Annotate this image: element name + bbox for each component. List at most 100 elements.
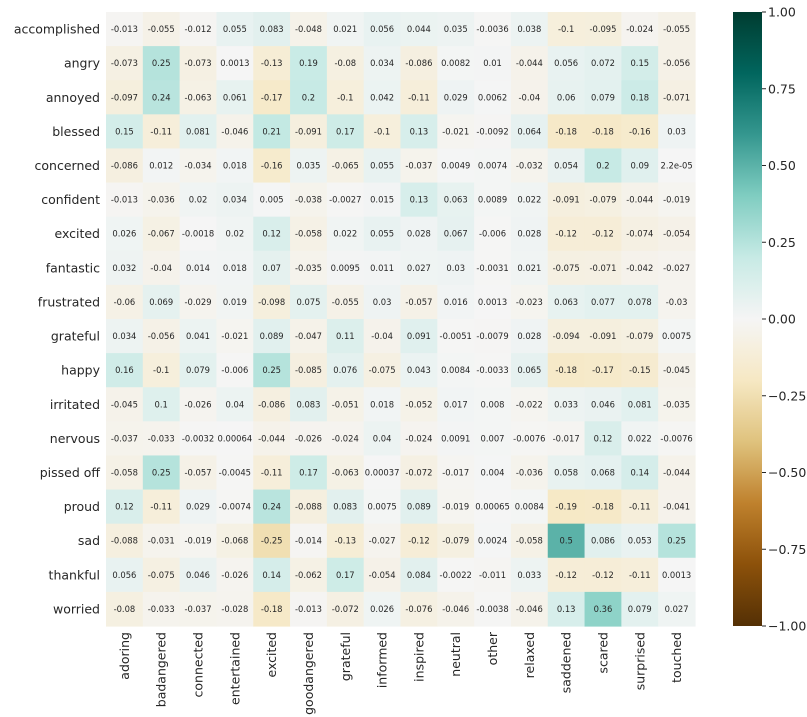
cell-annotation: -0.013 bbox=[295, 604, 322, 614]
cell-annotation: 0.0062 bbox=[478, 92, 507, 102]
heatmap-cell bbox=[547, 353, 586, 388]
heatmap-cell bbox=[290, 284, 328, 320]
heatmap-cell bbox=[621, 421, 659, 457]
heatmap-cell bbox=[437, 353, 475, 388]
column-label: informed bbox=[375, 632, 390, 688]
cell-annotation: 0.02 bbox=[226, 229, 245, 239]
heatmap-cell bbox=[658, 319, 696, 354]
heatmap-cell bbox=[106, 557, 144, 593]
heatmap-cell bbox=[510, 284, 549, 320]
heatmap-cell bbox=[658, 353, 696, 388]
cell-annotation: -0.027 bbox=[663, 263, 690, 273]
heatmap-cell bbox=[400, 250, 438, 286]
heatmap-cell bbox=[584, 557, 622, 593]
cell-annotation: -0.047 bbox=[295, 331, 322, 341]
cell-annotation: -0.071 bbox=[663, 92, 690, 102]
heatmap-cell bbox=[253, 421, 291, 457]
cell-annotation: 0.042 bbox=[370, 92, 394, 102]
heatmap-cell bbox=[363, 250, 402, 286]
cell-annotation: 0.046 bbox=[186, 570, 210, 580]
cell-annotation: -0.057 bbox=[185, 468, 212, 478]
column-label: surprised bbox=[632, 632, 647, 690]
row-label: frustrated bbox=[38, 294, 100, 309]
cell-annotation: 0.04 bbox=[373, 433, 392, 443]
row-labels: accomplished angry annoyed blessed concerned… bbox=[14, 22, 101, 617]
heatmap-cell bbox=[179, 80, 218, 115]
cell-annotation: -0.058 bbox=[111, 468, 138, 478]
heatmap-cell bbox=[142, 250, 181, 286]
row-label: grateful bbox=[51, 329, 100, 344]
heatmap-cell bbox=[474, 46, 512, 81]
cell-annotation: -0.035 bbox=[663, 399, 690, 409]
cell-annotation: 0.032 bbox=[112, 263, 136, 273]
heatmap-cell bbox=[142, 489, 181, 525]
cell-annotation: -0.098 bbox=[258, 297, 285, 307]
cell-annotation: 0.00037 bbox=[365, 468, 400, 478]
cell-annotation: 0.0084 bbox=[441, 365, 470, 375]
cell-annotation: -0.1 bbox=[558, 24, 574, 34]
row-label: confident bbox=[41, 192, 100, 207]
heatmap-cell bbox=[510, 421, 549, 457]
cell-annotation: 0.0089 bbox=[478, 195, 507, 205]
row-label: accomplished bbox=[14, 22, 100, 37]
cell-annotation: -0.091 bbox=[295, 126, 322, 136]
cell-annotation: 0.083 bbox=[296, 399, 320, 409]
cell-annotation: 0.022 bbox=[628, 433, 652, 443]
cell-annotation: 0.058 bbox=[554, 468, 578, 478]
cell-annotation: -0.076 bbox=[405, 604, 432, 614]
heatmap-cell bbox=[142, 148, 181, 184]
cell-annotation: -0.024 bbox=[405, 433, 432, 443]
cell-annotation: -0.055 bbox=[332, 297, 359, 307]
cell-annotation: -0.15 bbox=[629, 365, 651, 375]
cell-annotation: 0.069 bbox=[149, 297, 173, 307]
cell-annotation: -0.017 bbox=[442, 468, 469, 478]
cell-annotation: -0.028 bbox=[221, 604, 248, 614]
heatmap-cell bbox=[106, 523, 144, 559]
heatmap-cell bbox=[547, 591, 586, 627]
heatmap-cell bbox=[658, 557, 696, 593]
cell-annotation: 0.25 bbox=[152, 468, 171, 478]
heatmap-cell bbox=[142, 12, 181, 47]
heatmap-cell bbox=[363, 489, 402, 525]
heatmap-cell bbox=[621, 353, 659, 388]
cell-annotation: -0.086 bbox=[405, 58, 432, 68]
heatmap-cell bbox=[621, 12, 659, 47]
heatmap-cell bbox=[363, 319, 402, 354]
heatmap-cell bbox=[437, 148, 475, 184]
colorbar-gradient bbox=[733, 12, 762, 626]
heatmap-cell bbox=[106, 353, 144, 388]
heatmap-cell bbox=[437, 80, 475, 115]
cell-annotation: -0.074 bbox=[626, 229, 653, 239]
cell-annotation: -0.038 bbox=[295, 195, 322, 205]
cell-annotation: 0.035 bbox=[444, 24, 468, 34]
heatmap-cell bbox=[437, 387, 475, 422]
cell-annotation: 0.086 bbox=[591, 536, 615, 546]
row-label: nervous bbox=[50, 431, 100, 446]
column-label: entertained bbox=[227, 632, 242, 705]
heatmap-cell bbox=[290, 148, 328, 184]
cell-annotation: 0.079 bbox=[591, 92, 615, 102]
cell-annotation: 0.1 bbox=[155, 399, 168, 409]
cell-annotation: -0.033 bbox=[148, 604, 175, 614]
heatmap-cell bbox=[142, 80, 181, 115]
cell-annotation: -0.019 bbox=[663, 195, 690, 205]
heatmap-cell bbox=[290, 489, 328, 525]
heatmap-cell bbox=[584, 523, 622, 559]
heatmap-cell bbox=[437, 216, 475, 252]
cell-annotation: -0.026 bbox=[185, 399, 212, 409]
cell-annotation: 0.005 bbox=[260, 195, 284, 205]
cell-annotation: -0.044 bbox=[516, 58, 543, 68]
cell-annotation: 0.028 bbox=[517, 331, 541, 341]
cell-annotation: 0.18 bbox=[630, 92, 649, 102]
heatmap-cell bbox=[290, 353, 328, 388]
heatmap-cell bbox=[474, 421, 512, 457]
heatmap-cell bbox=[584, 421, 622, 457]
heatmap-cell bbox=[142, 387, 181, 422]
heatmap-cell bbox=[584, 591, 622, 627]
heatmap-cell bbox=[400, 319, 438, 354]
column-label: excited bbox=[264, 632, 279, 678]
heatmap-cell bbox=[547, 182, 586, 218]
heatmap-cell bbox=[437, 489, 475, 525]
cell-annotation: 0.25 bbox=[152, 58, 171, 68]
cell-annotation: -0.18 bbox=[555, 365, 577, 375]
